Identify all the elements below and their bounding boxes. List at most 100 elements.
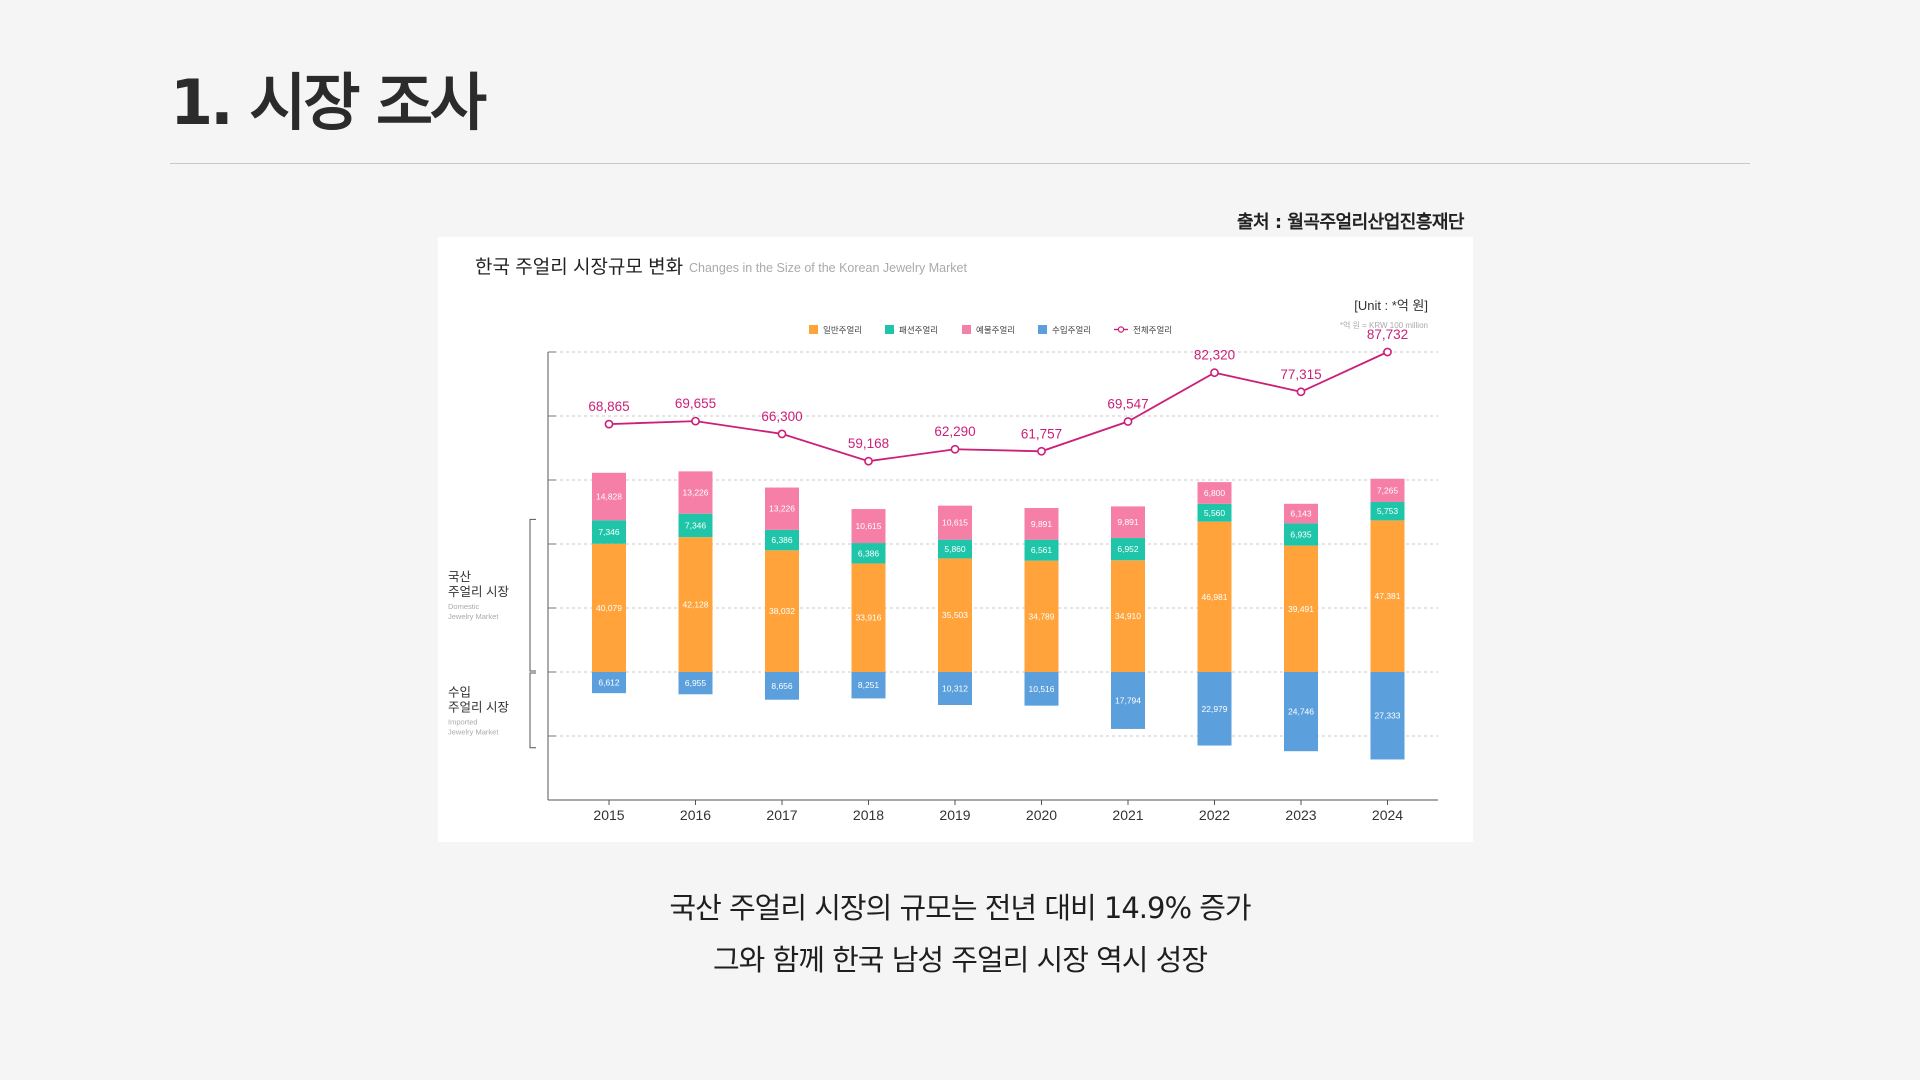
bar-value-label: 42,128 (683, 600, 709, 610)
caption-line-2: 그와 함께 한국 남성 주얼리 시장 역시 성장 (712, 943, 1208, 977)
total-value-label: 68,865 (588, 399, 629, 414)
bar-segment (765, 487, 799, 530)
bar-segment (592, 472, 626, 521)
total-value-label: 77,315 (1280, 367, 1321, 382)
legend-label: 수입주얼리 (1052, 325, 1091, 335)
chart-title: 한국 주얼리 시장규모 변화 (475, 256, 683, 278)
chart-card: 한국 주얼리 시장규모 변화 Changes in the Size of th… (438, 237, 1473, 842)
bar-segment (765, 550, 799, 672)
bar-segment (851, 563, 886, 672)
x-tick-label: 2024 (1372, 807, 1403, 823)
bar-segment (1370, 672, 1405, 760)
group-label-en: Imported (448, 717, 478, 726)
legend-line-marker (1117, 326, 1125, 333)
group-label-en: Jewelry Market (448, 612, 499, 621)
bar-segment (938, 539, 972, 559)
title-divider (170, 163, 1750, 164)
bar-value-label: 5,560 (1204, 508, 1226, 518)
bar-value-label: 9,891 (1117, 517, 1139, 527)
total-point (1383, 347, 1392, 357)
bar-segment (1370, 501, 1405, 521)
bar-segment (1197, 503, 1232, 522)
bar-segment (938, 672, 972, 705)
bar-value-label: 6,143 (1290, 509, 1312, 519)
legend-swatch (885, 325, 894, 334)
bar-value-label: 8,656 (771, 681, 793, 691)
bar-segment (592, 672, 626, 694)
bar-value-label: 17,794 (1115, 695, 1141, 705)
total-point (604, 419, 614, 429)
bar-value-label: 10,516 (1029, 684, 1055, 694)
total-value-label: 66,300 (761, 409, 802, 424)
total-value-label: 62,290 (934, 424, 975, 439)
total-point (1210, 368, 1219, 378)
bar-value-label: 22,979 (1202, 704, 1228, 714)
bar-value-label: 38,032 (769, 606, 795, 616)
chart-bars: 40,079 7,346 14,828 6,612 42,128 7,346 13,226 6… (592, 471, 1405, 760)
bar-segment (851, 509, 886, 544)
legend-label: 일반주얼리 (823, 325, 862, 335)
bar-segment (1197, 521, 1232, 672)
bar-segment (1024, 560, 1059, 672)
bar-segment (1111, 560, 1145, 672)
legend-swatch (1038, 325, 1047, 334)
chart-subtitle: Changes in the Size of the Korean Jewelr… (689, 261, 967, 275)
x-tick-label: 2016 (680, 807, 711, 823)
group-label: 수입 (448, 685, 471, 699)
group-label: 주얼리 시장 (448, 700, 509, 714)
bar-segment (1111, 538, 1145, 561)
bar-segment (592, 543, 626, 672)
bar-segment (678, 537, 713, 672)
bar-value-label: 7,265 (1377, 485, 1399, 495)
x-tick-label: 2022 (1199, 807, 1230, 823)
bar-value-label: 27,333 (1375, 711, 1401, 721)
chart-total-line: 68,865 69,655 66,300 59,168 62,290 61,757 69,5… (588, 327, 1408, 466)
x-tick-label: 2021 (1112, 807, 1143, 823)
bar-segment (678, 672, 713, 695)
bar-value-label: 34,910 (1115, 611, 1141, 621)
bar-value-label: 6,386 (771, 535, 793, 545)
bar-segment (1370, 520, 1405, 672)
bar-segment (1284, 545, 1318, 672)
chart-grid: 2015 2016 2017 2018 2019 2020 2021 2022 2023 2024 (547, 351, 1438, 823)
x-tick-label: 2023 (1285, 807, 1316, 823)
bar-value-label: 24,746 (1288, 707, 1314, 717)
bar-value-label: 47,381 (1375, 591, 1401, 601)
bar-value-label: 5,860 (944, 544, 966, 554)
bar-segment (851, 543, 886, 564)
bar-segment (1024, 672, 1059, 706)
group-label-en: Domestic (448, 602, 480, 611)
x-tick-label: 2020 (1026, 807, 1057, 823)
bar-segment (765, 529, 799, 551)
bar-segment (938, 505, 972, 540)
bar-value-label: 6,612 (598, 678, 620, 688)
x-tick-label: 2019 (939, 807, 970, 823)
bar-value-label: 5,753 (1377, 506, 1399, 516)
total-value-label: 82,320 (1194, 348, 1235, 363)
bar-value-label: 10,615 (856, 521, 882, 531)
group-bracket (529, 518, 536, 672)
caption-line-1: 국산 주얼리 시장의 규모는 전년 대비 14.9% 증가 (669, 891, 1251, 925)
bar-value-label: 35,503 (942, 610, 968, 620)
bar-value-label: 14,828 (596, 492, 622, 502)
bar-value-label: 10,615 (942, 518, 968, 528)
group-label: 주얼리 시장 (448, 585, 509, 599)
bar-value-label: 13,226 (683, 488, 709, 498)
chart-unit: [Unit : *억 원] (1354, 298, 1428, 313)
total-value-label: 69,655 (675, 396, 716, 411)
total-point (950, 444, 960, 454)
bar-segment (1284, 672, 1318, 752)
bar-value-label: 6,952 (1117, 544, 1139, 554)
legend-label: 예물주얼리 (976, 325, 1015, 335)
bar-value-label: 40,079 (596, 603, 622, 613)
bar-segment (678, 513, 713, 538)
bar-value-label: 6,955 (685, 678, 707, 688)
bar-segment (1284, 523, 1318, 546)
total-point (691, 416, 700, 426)
x-tick-label: 2017 (766, 807, 797, 823)
bar-value-label: 10,312 (942, 683, 968, 693)
bar-value-label: 34,789 (1029, 611, 1055, 621)
bar-segment (1197, 672, 1232, 746)
group-label-en: Jewelry Market (448, 727, 499, 736)
